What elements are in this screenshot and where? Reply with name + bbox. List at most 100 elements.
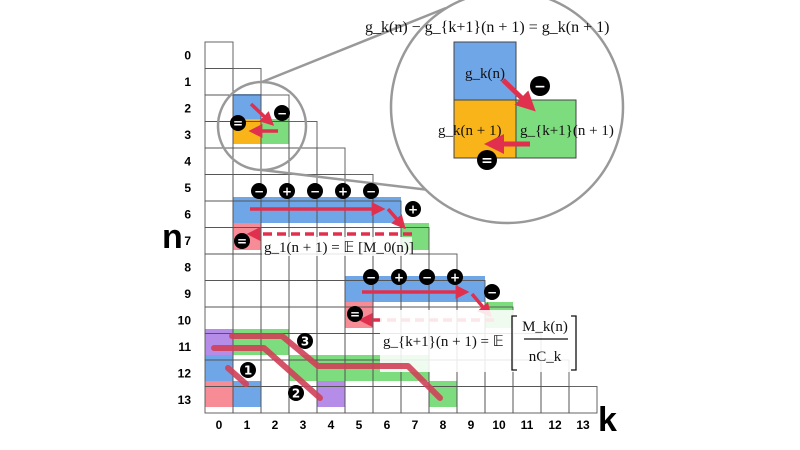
svg-text:−: − bbox=[277, 107, 287, 121]
row-label: 3 bbox=[184, 128, 191, 142]
row-label: 7 bbox=[184, 234, 191, 248]
row-label: 6 bbox=[184, 207, 191, 221]
svg-text:=: = bbox=[237, 235, 247, 249]
plus-sign bbox=[335, 183, 351, 199]
arrow-small-diagonal bbox=[249, 102, 275, 126]
svg-text:=: = bbox=[233, 117, 243, 131]
step-marker-2: 2 bbox=[288, 385, 304, 401]
row-label: 8 bbox=[184, 260, 191, 274]
grid-cell bbox=[288, 253, 318, 281]
row-label: 13 bbox=[178, 393, 192, 407]
row-label: 9 bbox=[184, 287, 191, 301]
cell-pink-row13 bbox=[205, 381, 233, 407]
grid-cell bbox=[372, 386, 402, 414]
column-label: 4 bbox=[328, 418, 335, 432]
grid-cell bbox=[204, 227, 234, 255]
row-label: 2 bbox=[184, 101, 191, 115]
column-label: 6 bbox=[384, 418, 391, 432]
zoom-detail: g_k(n) − g_{k+1}(n + 1) = g_k(n + 1) g_k… bbox=[365, 0, 625, 225]
svg-text:−: − bbox=[487, 286, 497, 300]
grid-cell bbox=[568, 386, 598, 414]
grid-cell bbox=[316, 280, 346, 308]
bracket-left bbox=[511, 315, 517, 371]
column-label: 10 bbox=[492, 418, 506, 432]
column-label: 5 bbox=[356, 418, 363, 432]
plus-sign bbox=[391, 269, 407, 285]
row-label: 0 bbox=[184, 48, 191, 62]
grid-cell bbox=[540, 386, 570, 414]
plus-sign-row6-end: + bbox=[405, 201, 421, 217]
eq2-backdrop bbox=[380, 310, 580, 372]
zoom-connector-top bbox=[261, 6, 447, 84]
column-label: 13 bbox=[576, 418, 590, 432]
grid-cell bbox=[204, 68, 234, 96]
svg-text:−: − bbox=[534, 79, 546, 95]
equal-sign-small: = bbox=[230, 115, 246, 131]
sign-glyph: + bbox=[394, 271, 404, 285]
sign-glyph: − bbox=[422, 271, 432, 285]
sign-glyph: + bbox=[282, 185, 292, 199]
grid-cell bbox=[456, 386, 486, 414]
minus-sign bbox=[363, 269, 379, 285]
grid-cell bbox=[204, 174, 234, 202]
sign-glyph: − bbox=[310, 185, 320, 199]
zoom-label-right: g_{k+1}(n + 1) bbox=[520, 123, 614, 139]
grid-cell bbox=[288, 280, 318, 308]
sign-glyph: + bbox=[338, 185, 348, 199]
grid-cell bbox=[316, 306, 346, 334]
sign-glyph: − bbox=[366, 185, 376, 199]
grid-cell bbox=[288, 306, 318, 334]
arrow-row9-diagonal bbox=[470, 292, 492, 318]
grid-cell bbox=[204, 147, 234, 175]
zoom-arrow-diagonal bbox=[501, 78, 536, 112]
stripe-path-1 bbox=[225, 365, 249, 387]
plus-sign bbox=[447, 269, 463, 285]
step-marker-1: 1 bbox=[240, 362, 256, 378]
bracket-right bbox=[571, 315, 577, 371]
minus-sign-row9-end: − bbox=[484, 284, 500, 300]
minus-sign bbox=[251, 183, 267, 199]
row-label: 11 bbox=[178, 340, 191, 354]
column-label: 11 bbox=[521, 418, 534, 432]
grid-cell bbox=[204, 253, 234, 281]
grid-cell bbox=[316, 147, 346, 175]
minus-sign bbox=[307, 183, 323, 199]
zoom-source-circle bbox=[216, 80, 308, 172]
grid-cell bbox=[232, 253, 262, 281]
signs-row9: − + − + bbox=[363, 269, 463, 285]
grid-cell bbox=[400, 386, 430, 414]
stripe-path-2 bbox=[211, 345, 323, 401]
equation-gk1-numerator: M_k(n) bbox=[522, 319, 568, 335]
row-label: 10 bbox=[178, 313, 192, 327]
equation-gk1-lhs: g_{k+1}(n + 1) = 𝔼 bbox=[383, 334, 504, 350]
minus-sign bbox=[363, 183, 379, 199]
grid-cell bbox=[260, 280, 290, 308]
equal-sign-row10: = bbox=[347, 306, 363, 322]
zoom-equal-sign: = bbox=[477, 150, 497, 170]
grid-cell bbox=[232, 280, 262, 308]
svg-text:3: 3 bbox=[301, 335, 309, 349]
svg-text:2: 2 bbox=[292, 387, 300, 401]
column-axis-labels: 0 1 2 3 4 5 6 7 8 9 10 11 12 13 bbox=[216, 418, 590, 432]
row-label: 4 bbox=[184, 154, 191, 168]
sign-glyph: + bbox=[450, 271, 460, 285]
grid-cell bbox=[344, 386, 374, 414]
zoom-label-left: g_k(n + 1) bbox=[438, 123, 501, 139]
grid-cell bbox=[260, 253, 290, 281]
arrow-row6-diagonal bbox=[386, 207, 406, 230]
column-label: 3 bbox=[300, 418, 307, 432]
column-label: 8 bbox=[440, 418, 447, 432]
grid-cell bbox=[288, 147, 318, 175]
zoom-label-top: g_k(n) bbox=[465, 66, 505, 82]
grid-cell bbox=[204, 41, 234, 69]
svg-text:1: 1 bbox=[244, 364, 252, 378]
column-label: 7 bbox=[412, 418, 419, 432]
column-label: 2 bbox=[272, 418, 279, 432]
sign-glyph: − bbox=[254, 185, 264, 199]
grid-cell bbox=[316, 253, 346, 281]
grid-cell bbox=[484, 386, 514, 414]
minus-sign bbox=[419, 269, 435, 285]
n-axis-label: n bbox=[162, 218, 183, 256]
